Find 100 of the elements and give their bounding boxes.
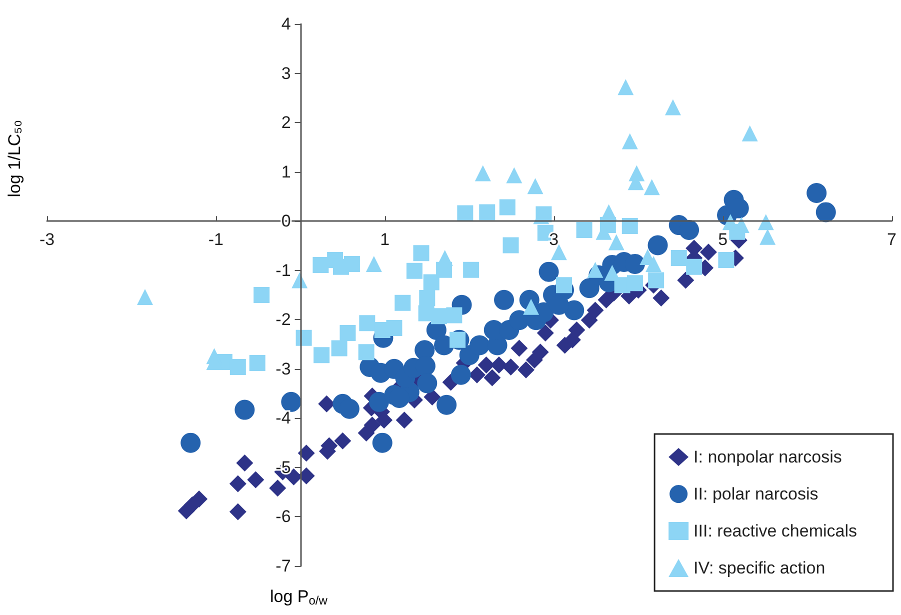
x-tick-label: 3 bbox=[549, 230, 559, 250]
y-tick-label: -2 bbox=[276, 310, 291, 330]
point bbox=[229, 475, 246, 492]
point bbox=[364, 416, 381, 434]
y-tick-label: -1 bbox=[276, 260, 291, 280]
point bbox=[527, 178, 544, 194]
point bbox=[247, 471, 264, 488]
point bbox=[510, 340, 528, 357]
point bbox=[314, 347, 330, 364]
point bbox=[340, 324, 356, 341]
point bbox=[331, 340, 348, 356]
point bbox=[586, 302, 604, 319]
point bbox=[677, 272, 694, 289]
point bbox=[234, 400, 255, 420]
point bbox=[269, 480, 286, 497]
point bbox=[686, 258, 702, 275]
point bbox=[478, 356, 495, 374]
y-tick-label: -7 bbox=[276, 556, 291, 576]
y-tick-label: -3 bbox=[276, 359, 291, 378]
point bbox=[366, 256, 382, 272]
x-tick-label: 5 bbox=[718, 230, 728, 250]
y-tick-label: 4 bbox=[281, 14, 291, 34]
point bbox=[334, 432, 352, 450]
point bbox=[423, 274, 440, 290]
point bbox=[298, 444, 315, 462]
point bbox=[298, 467, 315, 484]
point bbox=[436, 394, 457, 415]
point bbox=[230, 358, 246, 375]
point bbox=[229, 503, 246, 520]
point bbox=[670, 250, 687, 266]
x-tick-label: 1 bbox=[380, 230, 390, 250]
x-tick-label: 7 bbox=[887, 230, 897, 250]
point bbox=[413, 245, 430, 262]
point bbox=[517, 361, 534, 378]
point bbox=[474, 165, 491, 182]
point bbox=[372, 432, 392, 453]
point bbox=[386, 320, 402, 336]
point bbox=[556, 277, 572, 294]
point bbox=[600, 204, 617, 220]
point bbox=[312, 256, 329, 273]
legend-label: III: reactive chemicals bbox=[694, 522, 858, 540]
point bbox=[450, 364, 471, 385]
point bbox=[536, 324, 554, 342]
point bbox=[568, 321, 586, 338]
point bbox=[700, 244, 717, 261]
point bbox=[622, 133, 638, 150]
point bbox=[180, 432, 201, 453]
y-tick-label: 2 bbox=[281, 113, 291, 132]
point bbox=[626, 275, 643, 292]
point bbox=[463, 262, 480, 278]
point bbox=[424, 388, 441, 406]
point bbox=[406, 262, 422, 279]
point bbox=[394, 294, 411, 311]
x-tick-label: -1 bbox=[208, 230, 224, 250]
point bbox=[396, 412, 413, 429]
point bbox=[136, 288, 153, 305]
point bbox=[457, 205, 474, 222]
point bbox=[742, 125, 758, 142]
point bbox=[369, 392, 389, 412]
point bbox=[652, 289, 670, 306]
point bbox=[532, 344, 549, 361]
point bbox=[339, 398, 360, 419]
point bbox=[644, 179, 660, 196]
y-tick-label: 1 bbox=[281, 162, 291, 182]
point bbox=[254, 287, 270, 303]
point bbox=[479, 204, 496, 220]
legend-label: IV: specific action bbox=[694, 558, 826, 578]
point bbox=[470, 335, 490, 356]
point bbox=[359, 315, 376, 332]
point bbox=[628, 165, 645, 182]
point bbox=[648, 235, 668, 256]
point bbox=[664, 99, 681, 116]
point bbox=[718, 252, 734, 268]
point bbox=[506, 167, 522, 184]
point bbox=[760, 228, 776, 245]
y-tick-label: -4 bbox=[276, 408, 291, 428]
point bbox=[608, 234, 624, 250]
point bbox=[358, 344, 374, 360]
point bbox=[816, 202, 836, 222]
point bbox=[190, 490, 208, 508]
point bbox=[502, 237, 519, 254]
point bbox=[236, 454, 254, 472]
point bbox=[446, 307, 462, 324]
point bbox=[622, 218, 638, 234]
point bbox=[344, 256, 360, 272]
point bbox=[646, 256, 662, 272]
point bbox=[417, 373, 438, 394]
point bbox=[484, 369, 501, 386]
point bbox=[576, 222, 592, 238]
x-tick-label: -3 bbox=[39, 230, 55, 250]
y-axis-title: log 1/LC₅₀ bbox=[5, 120, 24, 198]
point bbox=[502, 358, 520, 376]
point bbox=[618, 79, 634, 96]
point bbox=[806, 183, 827, 203]
point bbox=[494, 290, 514, 310]
point bbox=[509, 310, 530, 330]
y-tick-label: 3 bbox=[281, 64, 291, 83]
legend-label: I: nonpolar narcosis bbox=[694, 448, 842, 466]
point bbox=[296, 330, 312, 346]
point bbox=[679, 220, 700, 240]
